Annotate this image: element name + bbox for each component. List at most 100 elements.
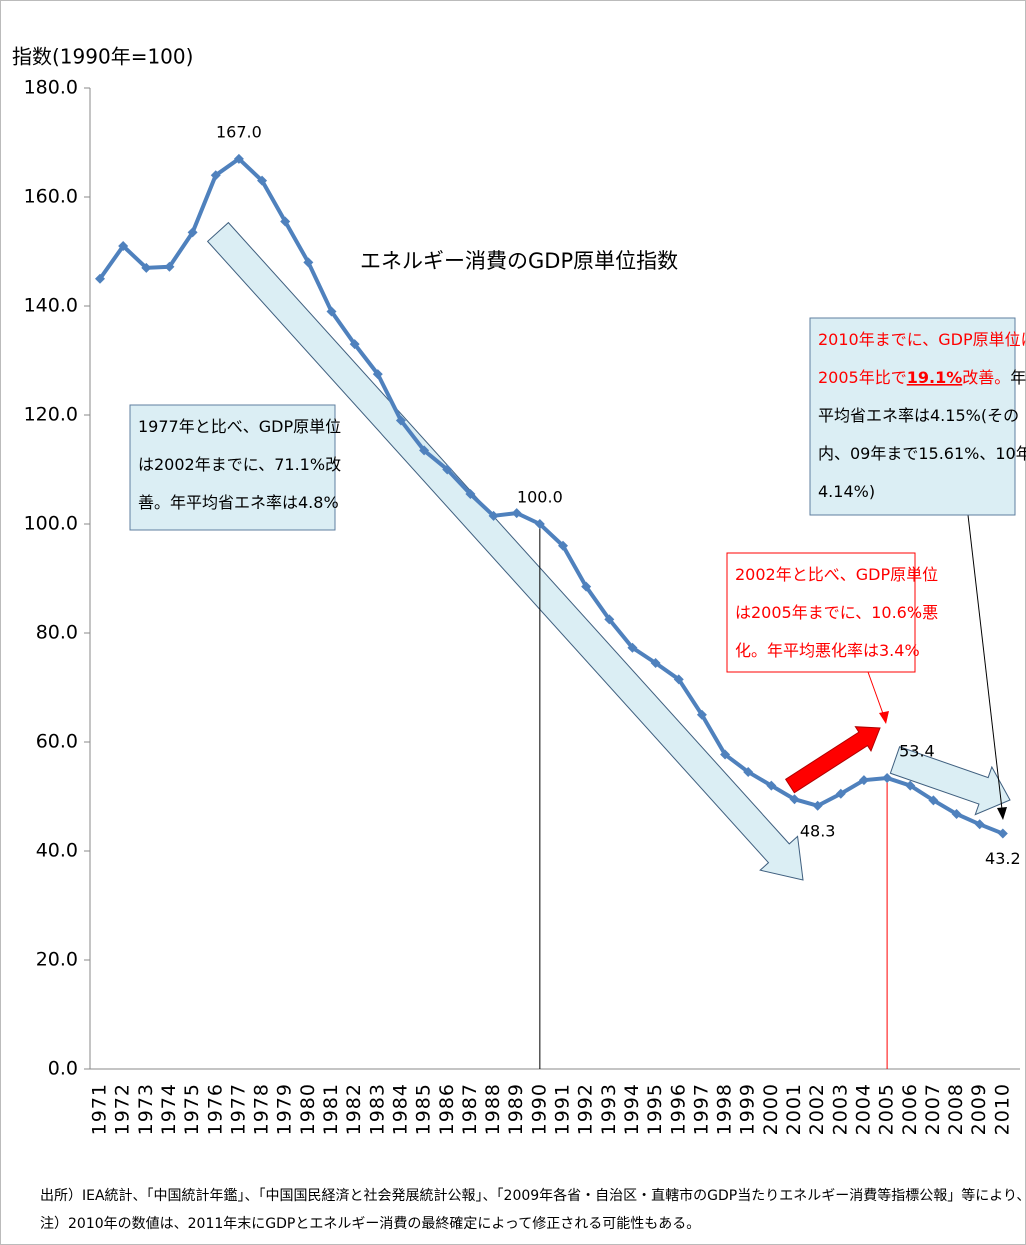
- x-tick-label: 1975: [181, 1083, 203, 1135]
- marker: [743, 766, 754, 777]
- x-tick-label: 1999: [737, 1083, 759, 1135]
- x-tick-label: 2002: [806, 1083, 828, 1135]
- x-tick-label: 1986: [436, 1083, 458, 1135]
- leader-head: [879, 711, 889, 724]
- annotation: は2002年までに、71.1%改: [138, 455, 341, 474]
- y-tick-label: 120.0: [24, 404, 78, 426]
- annotation: 2010年までに、GDP原単位は: [818, 330, 1026, 349]
- x-tick-label: 1978: [251, 1083, 273, 1135]
- annotation-box: [726, 552, 916, 673]
- y-tick-label: 180.0: [24, 77, 78, 99]
- marker: [650, 657, 661, 668]
- annotation-span: は2002年までに、71.1%改: [138, 455, 341, 474]
- marker: [280, 216, 291, 227]
- x-tick-label: 1984: [389, 1083, 411, 1135]
- x-tick-label: 1993: [598, 1083, 620, 1135]
- marker: [974, 819, 985, 830]
- annotation: 2005年比で19.1%改善。年: [818, 368, 1026, 387]
- data-label: 48.3: [800, 821, 836, 840]
- data-label: 167.0: [216, 122, 262, 141]
- x-tick-label: 1994: [621, 1083, 643, 1135]
- leader-head: [997, 807, 1007, 820]
- y-tick-label: 160.0: [24, 186, 78, 208]
- x-tick-label: 1983: [366, 1083, 388, 1135]
- y-tick-label: 60.0: [36, 731, 78, 753]
- marker: [164, 261, 175, 272]
- marker: [858, 775, 869, 786]
- marker: [419, 445, 430, 456]
- x-tick-label: 2003: [829, 1083, 851, 1135]
- marker: [257, 175, 268, 186]
- x-tick-label: 1974: [158, 1083, 180, 1135]
- marker: [395, 415, 406, 426]
- y-tick-label: 100.0: [24, 513, 78, 535]
- marker: [187, 227, 198, 238]
- x-tick-label: 1988: [482, 1083, 504, 1135]
- marker: [488, 510, 499, 521]
- x-tick-label: 1973: [135, 1083, 157, 1135]
- marker: [372, 369, 383, 380]
- annotation: 善。年平均省エネ率は4.8%: [138, 493, 339, 512]
- marker: [673, 674, 684, 685]
- marker: [627, 642, 638, 653]
- marker: [928, 795, 939, 806]
- x-tick-label: 1976: [204, 1083, 226, 1135]
- y-tick-label: 40.0: [36, 840, 78, 862]
- marker: [835, 788, 846, 799]
- x-tick-label: 1982: [343, 1083, 365, 1135]
- data-label: 43.2: [985, 849, 1021, 868]
- x-tick-label: 1992: [575, 1083, 597, 1135]
- marker: [210, 170, 221, 181]
- marker: [905, 780, 916, 791]
- annotation-span: 年: [1010, 368, 1026, 387]
- marker: [720, 749, 731, 760]
- marker: [604, 614, 615, 625]
- x-tick-label: 1985: [413, 1083, 435, 1135]
- marker: [882, 772, 893, 783]
- arrow: [206, 221, 804, 881]
- annotation: 平均省エネ率は4.15%(その: [818, 406, 1019, 425]
- x-tick-label: 1991: [552, 1083, 574, 1135]
- marker: [696, 709, 707, 720]
- marker: [141, 262, 152, 273]
- x-tick-label: 1995: [644, 1083, 666, 1135]
- annotation: 1977年と比べ、GDP原単位: [138, 417, 341, 436]
- marker: [812, 800, 823, 811]
- annotation-span: 平均省エネ率は4.15%(その: [818, 406, 1019, 425]
- annotation-span: 善。年平均省エネ率は4.8%: [138, 493, 339, 512]
- annotation-span: 2010年までに、GDP原単位は: [818, 330, 1026, 349]
- x-tick-label: 1997: [690, 1083, 712, 1135]
- marker: [233, 153, 244, 164]
- y-tick-label: 140.0: [24, 295, 78, 317]
- annotation-span: 19.1%: [907, 368, 963, 387]
- arrow: [889, 746, 1011, 816]
- annotation: 2002年と比べ、GDP原単位: [735, 565, 938, 584]
- annotation-span: 改善。: [962, 368, 1010, 387]
- x-tick-label: 1977: [227, 1083, 249, 1135]
- y-tick-label: 20.0: [36, 949, 78, 971]
- y-tick-label: 80.0: [36, 622, 78, 644]
- marker: [951, 808, 962, 819]
- x-tick-label: 2007: [922, 1083, 944, 1135]
- x-tick-label: 1980: [297, 1083, 319, 1135]
- x-tick-label: 1971: [89, 1083, 111, 1135]
- annotation-span: 2002年と比べ、GDP原単位: [735, 565, 938, 584]
- annotation-span: 内、09年まで15.61%、10年: [818, 444, 1026, 463]
- annotation-span: 化。年平均悪化率は3.4%: [735, 641, 920, 660]
- annotation-box: [129, 404, 336, 531]
- x-tick-label: 2008: [945, 1083, 967, 1135]
- leader: [967, 514, 1004, 819]
- x-tick-label: 2004: [852, 1083, 874, 1135]
- x-tick-label: 2009: [968, 1083, 990, 1135]
- x-tick-label: 2006: [899, 1083, 921, 1135]
- data-label: 53.4: [899, 741, 935, 760]
- annotation: 4.14%): [818, 482, 875, 501]
- marker: [766, 780, 777, 791]
- x-tick-label: 2010: [991, 1083, 1013, 1135]
- annotation: 内、09年まで15.61%、10年: [818, 444, 1026, 463]
- annotation-box: [809, 317, 1016, 516]
- x-tick-label: 1987: [459, 1083, 481, 1135]
- annotation: は2005年までに、10.6%悪: [735, 603, 938, 622]
- marker: [349, 339, 360, 350]
